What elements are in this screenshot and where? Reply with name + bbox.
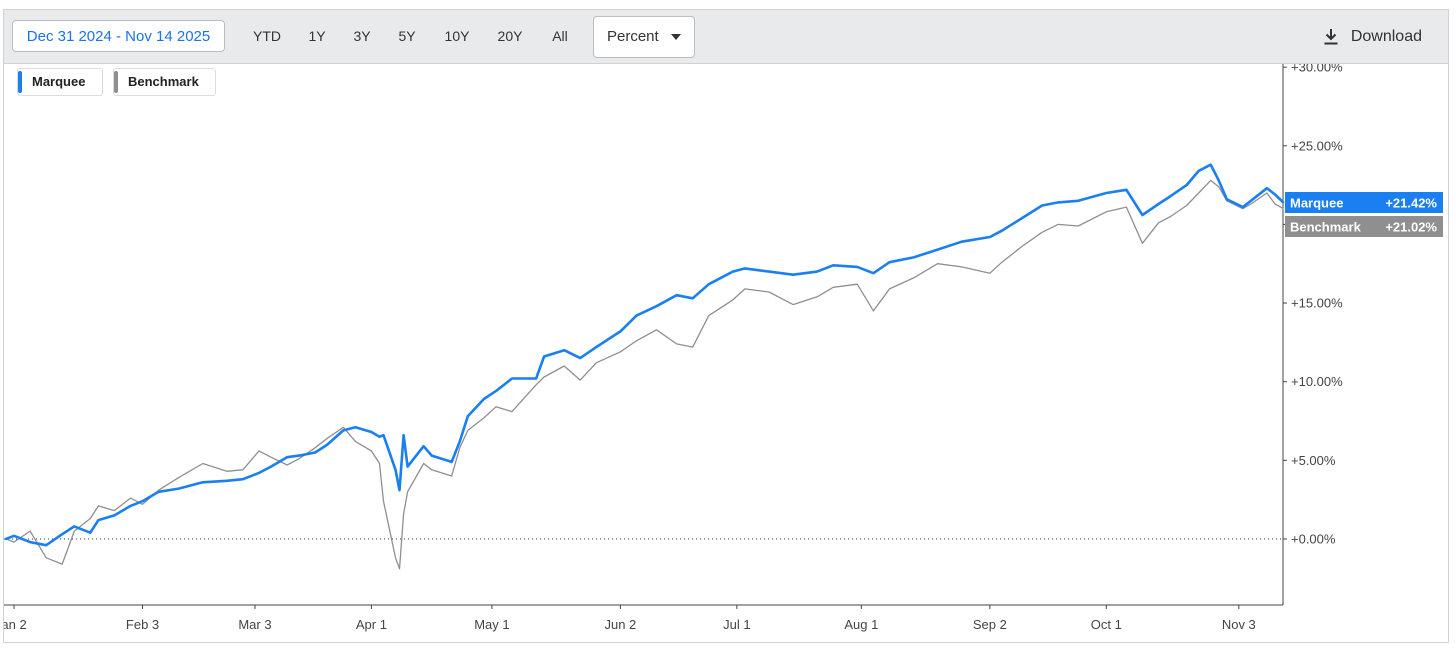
x-tick-label: May 1 bbox=[474, 617, 509, 632]
legend-label-marquee: Marquee bbox=[32, 74, 86, 89]
y-tick-label: +25.00% bbox=[1291, 138, 1343, 153]
range-button-all[interactable]: All bbox=[552, 28, 568, 44]
x-tick-label: Sep 2 bbox=[973, 617, 1007, 632]
performance-chart: +0.00%+5.00%+10.00%+15.00%+20.00%+25.00%… bbox=[4, 64, 1443, 632]
x-tick-label: Jun 2 bbox=[604, 617, 636, 632]
range-button-3y[interactable]: 3Y bbox=[353, 28, 371, 44]
caret-down-icon bbox=[671, 34, 681, 40]
range-button-20y[interactable]: 20Y bbox=[497, 28, 523, 44]
range-button-ytd[interactable]: YTD bbox=[253, 28, 281, 44]
date-range-picker[interactable]: Dec 31 2024 - Nov 14 2025 bbox=[12, 20, 225, 52]
range-button-1y[interactable]: 1Y bbox=[308, 28, 326, 44]
mode-select[interactable]: Percent bbox=[593, 16, 695, 58]
range-button-5y[interactable]: 5Y bbox=[398, 28, 416, 44]
chart-panel: Dec 31 2024 - Nov 14 2025 YTD 1Y 3Y 5Y 1… bbox=[3, 9, 1449, 643]
end-label-marquee bbox=[1285, 192, 1443, 213]
series-line-benchmark bbox=[5, 179, 1284, 570]
x-tick-label: Oct 1 bbox=[1091, 617, 1122, 632]
chart-toolbar: Dec 31 2024 - Nov 14 2025 YTD 1Y 3Y 5Y 1… bbox=[4, 10, 1448, 64]
legend-label-benchmark: Benchmark bbox=[128, 74, 199, 89]
download-button[interactable]: Download bbox=[1324, 24, 1422, 50]
download-label: Download bbox=[1350, 28, 1422, 45]
x-tick-label: Nov 3 bbox=[1222, 617, 1256, 632]
x-tick-label: Apr 1 bbox=[356, 617, 387, 632]
mode-select-value: Percent bbox=[607, 28, 659, 45]
end-label-value-benchmark: +21.02% bbox=[1385, 220, 1437, 235]
end-label-value-marquee: +21.42% bbox=[1385, 196, 1437, 211]
x-tick-label: Jul 1 bbox=[723, 617, 750, 632]
legend-item-marquee[interactable]: Marquee bbox=[17, 68, 103, 96]
x-tick-label: Feb 3 bbox=[126, 617, 159, 632]
x-tick-label: Mar 3 bbox=[238, 617, 271, 632]
end-label-name-marquee: Marquee bbox=[1290, 196, 1343, 211]
download-icon bbox=[1324, 29, 1338, 45]
y-tick-label: +5.00% bbox=[1291, 453, 1336, 468]
y-tick-label: +0.00% bbox=[1291, 531, 1336, 546]
legend-swatch-marquee bbox=[18, 71, 22, 93]
legend-swatch-benchmark bbox=[114, 71, 118, 93]
y-tick-label: +15.00% bbox=[1291, 296, 1343, 311]
end-label-benchmark bbox=[1285, 216, 1443, 237]
series-line-marquee bbox=[4, 163, 1285, 547]
y-tick-label: +10.00% bbox=[1291, 374, 1343, 389]
legend-item-benchmark[interactable]: Benchmark bbox=[113, 68, 216, 96]
y-tick-label: +30.00% bbox=[1291, 64, 1343, 75]
x-tick-label: an 2 bbox=[4, 617, 27, 632]
x-tick-label: Aug 1 bbox=[844, 617, 878, 632]
end-label-name-benchmark: Benchmark bbox=[1290, 220, 1362, 235]
range-button-10y[interactable]: 10Y bbox=[444, 28, 470, 44]
